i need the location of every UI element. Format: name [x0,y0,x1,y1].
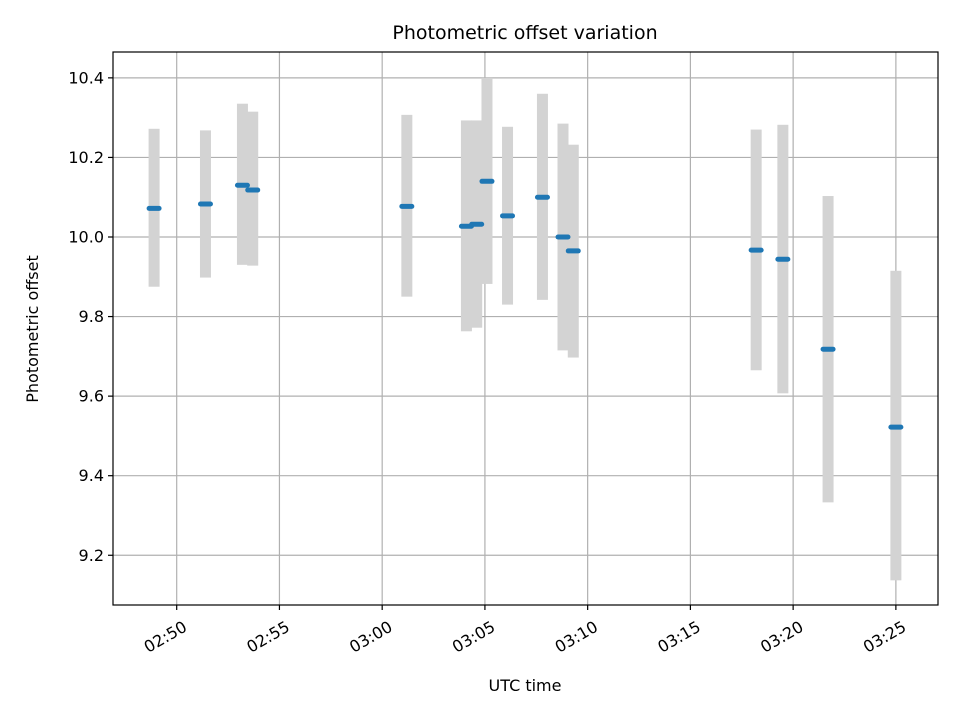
chart-title: Photometric offset variation [392,22,657,44]
y-axis-ticks: 9.2 9.4 9.6 9.8 10.0 10.2 10.4 [68,68,113,565]
y-tick-label: 10.2 [68,148,104,167]
plot-frame [112,51,939,606]
grid-lines [113,52,938,605]
y-axis-label: Photometric offset [23,255,42,403]
data-markers [146,178,904,430]
x-axis-label: UTC time [489,676,562,695]
y-tick-label: 9.6 [79,387,104,406]
y-tick-label: 10.0 [68,227,104,246]
y-tick-label: 9.4 [79,466,104,485]
y-tick-label: 9.2 [79,546,104,565]
y-tick-label: 10.4 [68,68,104,87]
y-tick-label: 9.8 [79,307,104,326]
